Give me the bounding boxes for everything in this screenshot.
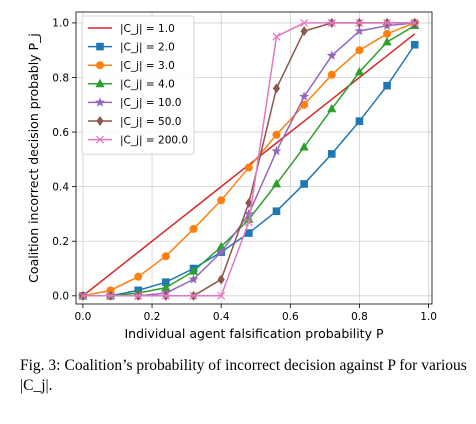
series-2-point-11 xyxy=(383,29,392,38)
series-5-point-5 xyxy=(217,274,225,285)
series-1-point-3 xyxy=(162,278,170,286)
series-1-point-8 xyxy=(300,180,308,188)
legend-label-0: |C_j| = 1.0 xyxy=(120,23,175,35)
x-tick-label-0: 0.0 xyxy=(75,311,92,323)
x-tick-label-2: 0.4 xyxy=(213,311,230,323)
y-tick-label-4: 0.8 xyxy=(52,72,69,84)
series-6-point-3 xyxy=(161,291,170,300)
series-2-point-4 xyxy=(189,224,198,233)
legend-marker-6 xyxy=(95,135,105,144)
x-tick-label-4: 0.8 xyxy=(351,311,368,323)
series-1-point-10 xyxy=(355,117,364,125)
series-6-point-6 xyxy=(244,218,253,227)
series-3-point-10 xyxy=(354,67,365,76)
legend-label-3: |C_j| = 4.0 xyxy=(120,79,175,91)
series-1-point-12 xyxy=(410,40,419,49)
series-6-point-0 xyxy=(78,291,87,300)
series-4-point-5 xyxy=(216,246,227,257)
series-2-point-1 xyxy=(106,286,115,295)
plot-area: 0.0 0.2 0.4 0.6 0.8 1.0 0.0 0.2 0.4 0.6 0.8 1.0 Indi… xyxy=(26,11,437,341)
series-6-point-8 xyxy=(300,18,309,27)
series-1-point-9 xyxy=(327,150,336,158)
series-6 xyxy=(78,18,419,300)
series-4-point-6 xyxy=(243,208,254,219)
caption-text: Coalition’s probability of incorrect dec… xyxy=(20,357,467,394)
series-3-point-4 xyxy=(188,266,199,275)
series-6-point-11 xyxy=(383,18,392,27)
legend-label-6: |C_j| = 200.0 xyxy=(120,134,188,146)
series-6-point-10 xyxy=(355,18,364,27)
x-tick-label-5: 1.0 xyxy=(420,311,437,323)
y-tick-label-2: 0.4 xyxy=(52,181,69,193)
series-4-point-8 xyxy=(299,91,310,101)
y-tick-label-0: 0.0 xyxy=(52,291,69,303)
y-axis-label: Coalition incorrect decision probably P_… xyxy=(26,33,41,283)
series-1-point-11 xyxy=(383,81,391,90)
legend-marker-4 xyxy=(95,97,105,107)
series-4-point-9 xyxy=(326,50,337,60)
series-4-point-4 xyxy=(188,274,199,284)
series-2-point-10 xyxy=(355,46,364,55)
legend: |C_j| = 1.0 |C_j| = 2.0 |C_j| = 3.0 |C_j| =… xyxy=(81,15,195,155)
series-2-point-9 xyxy=(327,70,336,79)
x-axis-label: Individual agent falsification probabili… xyxy=(125,326,384,341)
series-6-point-12 xyxy=(410,18,419,27)
axes-frame xyxy=(75,11,433,305)
series-3-point-9 xyxy=(327,103,337,113)
series-3-point-8 xyxy=(299,142,309,151)
series-6-point-5 xyxy=(217,291,226,300)
legend-label-5: |C_j| = 50.0 xyxy=(120,116,181,128)
series-2-point-8 xyxy=(300,100,309,109)
series-1-point-7 xyxy=(272,207,281,216)
legend-label-4: |C_j| = 10.0 xyxy=(120,97,181,109)
series-6-point-1 xyxy=(106,291,115,300)
legend-marker-3 xyxy=(95,78,105,88)
series-2-point-6 xyxy=(244,163,253,172)
legend-marker-5 xyxy=(96,116,104,126)
series-2-point-5 xyxy=(217,196,226,205)
series-2-point-3 xyxy=(161,252,170,261)
legend-box xyxy=(81,15,195,155)
series-6-point-4 xyxy=(189,291,198,300)
caption-label: Fig. 3: xyxy=(20,357,61,374)
series-2-point-2 xyxy=(134,272,143,281)
x-tick-label-1: 0.2 xyxy=(144,311,161,323)
series-2-point-7 xyxy=(272,130,281,139)
series-6-point-2 xyxy=(134,291,143,300)
legend-label-2: |C_j| = 3.0 xyxy=(120,60,175,72)
y-tick-label-5: 1.0 xyxy=(52,18,69,30)
legend-marker-1 xyxy=(96,42,104,51)
series-6-point-7 xyxy=(272,32,281,41)
y-tick-label-3: 0.6 xyxy=(52,127,69,139)
series-3-point-3 xyxy=(161,282,171,292)
series-5-point-7 xyxy=(272,83,281,94)
series-3-point-7 xyxy=(271,178,282,188)
figure-caption: Fig. 3: Coalition’s probability of incorr… xyxy=(20,356,470,396)
series-4-point-10 xyxy=(354,25,365,36)
series-6-point-9 xyxy=(327,18,336,27)
series-4-point-7 xyxy=(271,145,282,156)
series-1-point-6 xyxy=(245,229,253,237)
x-tick-label-3: 0.6 xyxy=(282,311,299,323)
y-tick-label-1: 0.2 xyxy=(52,236,69,248)
legend-label-1: |C_j| = 2.0 xyxy=(120,41,175,53)
legend-marker-2 xyxy=(96,61,104,70)
series-3-point-11 xyxy=(382,37,392,46)
series-5-point-8 xyxy=(300,26,308,37)
